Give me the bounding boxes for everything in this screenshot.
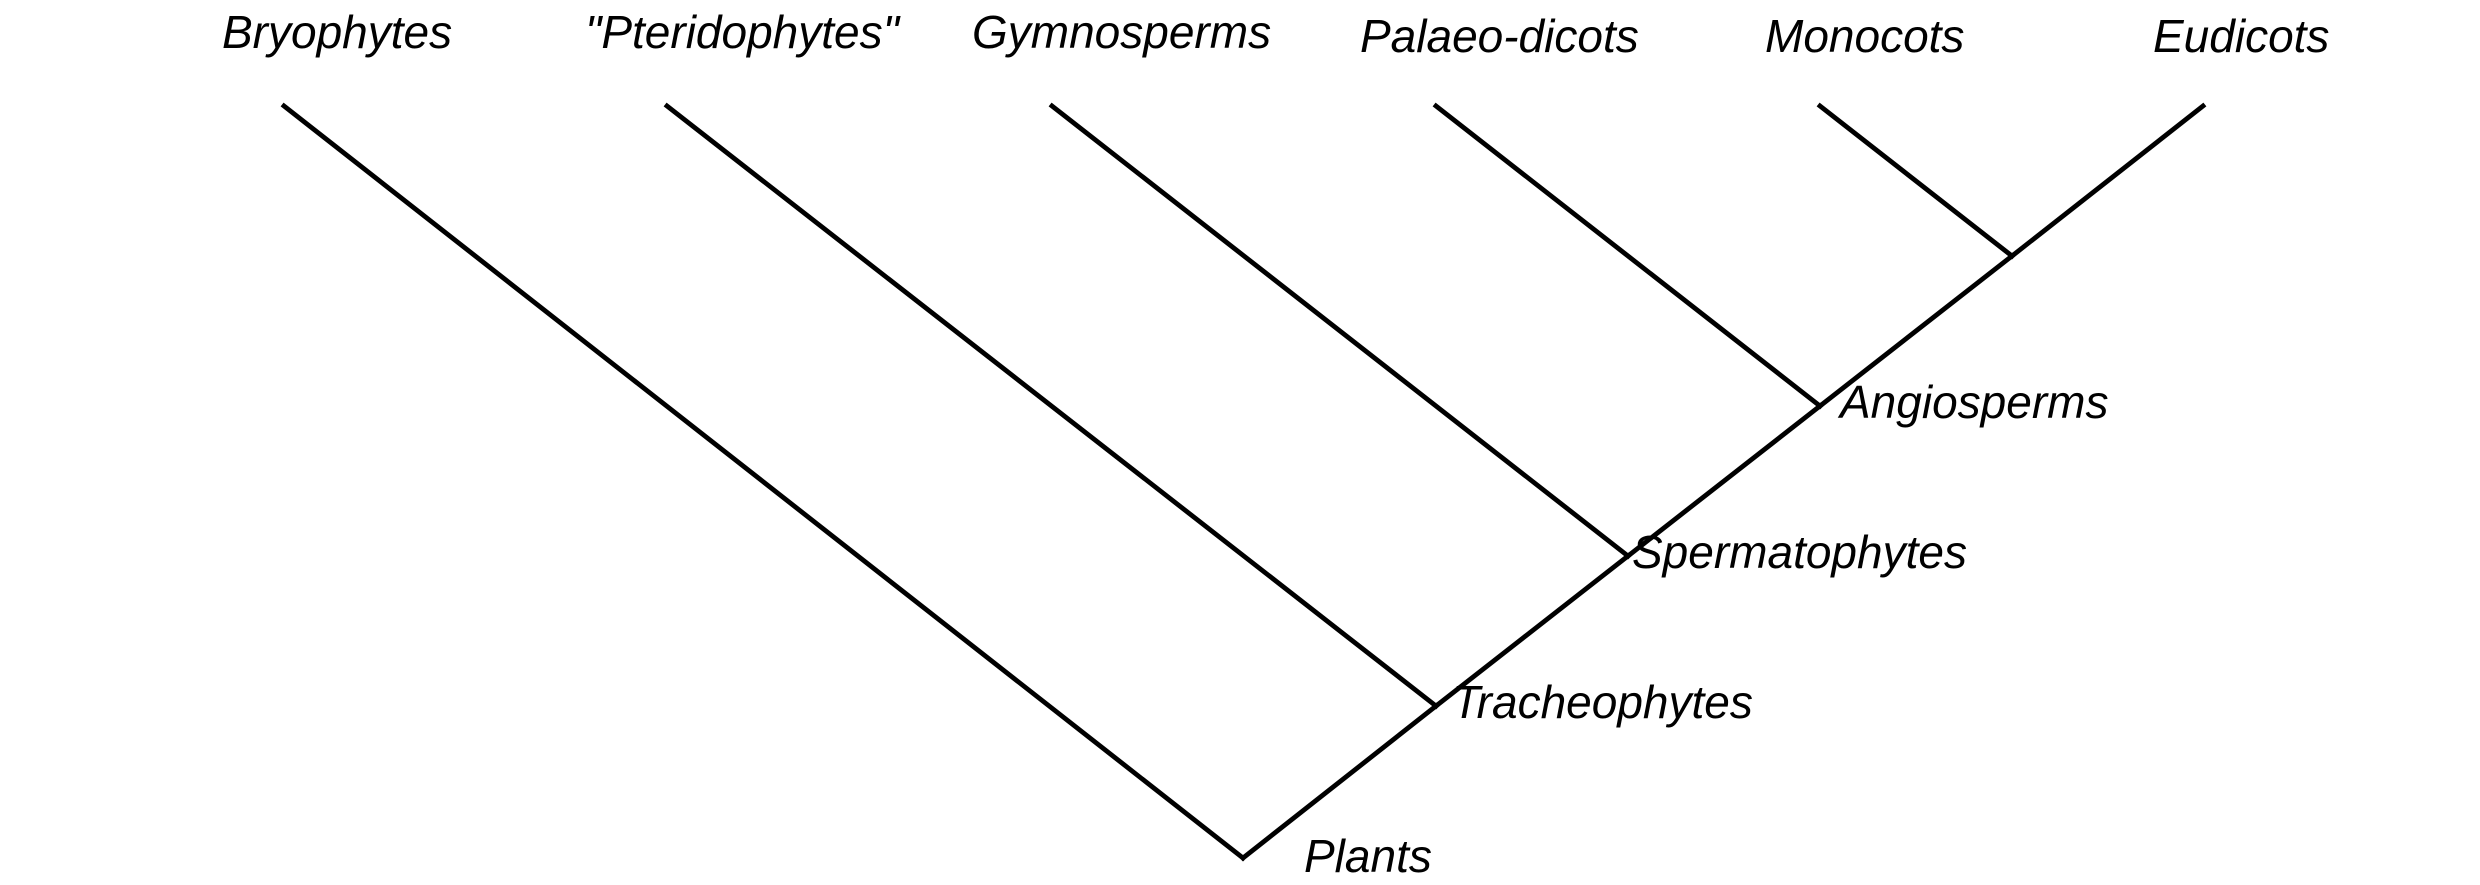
branch-plants-to-tracheophytes <box>1239 702 1440 862</box>
clade-label-plants: Plants <box>1304 830 1432 882</box>
branch-angiosperms-to-monocots-eudicots <box>1816 252 2016 410</box>
clade-label-angiosperms: Angiosperms <box>1837 376 2108 428</box>
taxon-label-bryophytes: Bryophytes <box>222 6 452 58</box>
branch-monocots-eudicots-to-monocots <box>1816 102 2016 260</box>
clade-label-tracheophytes: Tracheophytes <box>1452 676 1753 728</box>
branch-monocots-eudicots-to-eudicots <box>2008 102 2207 260</box>
branch-spermatophytes-to-gymnosperms <box>1048 102 1632 560</box>
cladogram-branches <box>280 102 2207 862</box>
branch-angiosperms-to-palaeo-dicots <box>1432 102 1824 410</box>
branch-tracheophytes-to-pteridophytes <box>663 102 1440 710</box>
branch-plants-to-bryophytes <box>280 102 1247 862</box>
taxon-label-monocots: Monocots <box>1765 10 1964 62</box>
taxon-label-palaeo-dicots: Palaeo-dicots <box>1360 10 1639 62</box>
taxon-label-pteridophytes: "Pteridophytes" <box>585 6 902 58</box>
branch-tracheophytes-to-spermatophytes <box>1432 552 1632 710</box>
branch-spermatophytes-to-angiosperms <box>1624 402 1824 560</box>
taxon-label-eudicots: Eudicots <box>2153 10 2329 62</box>
clade-label-spermatophytes: Spermatophytes <box>1632 526 1967 578</box>
taxon-label-gymnosperms: Gymnosperms <box>972 6 1271 58</box>
